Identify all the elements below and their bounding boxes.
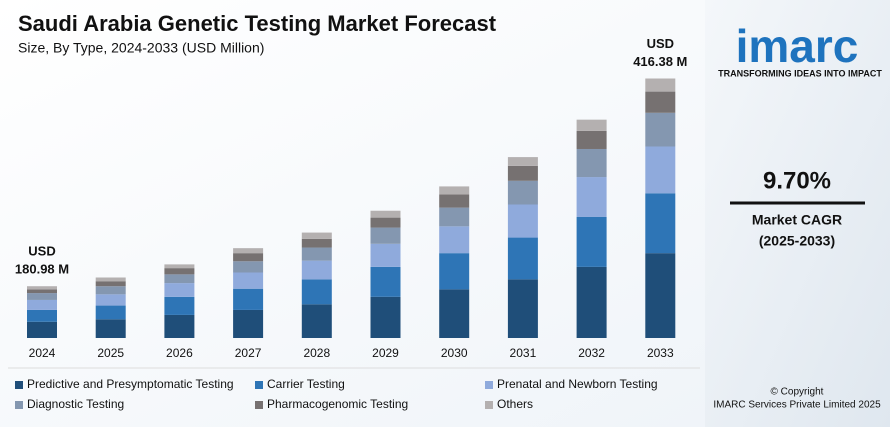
bar-segment bbox=[439, 253, 470, 290]
copyright: IMARC Services Private Limited 2025 bbox=[713, 400, 881, 411]
x-tick-label: 2033 bbox=[647, 346, 674, 360]
side-panel bbox=[705, 0, 890, 427]
bar-segment bbox=[507, 165, 538, 181]
bar-segment bbox=[507, 157, 538, 166]
legend-swatch bbox=[15, 401, 23, 409]
bar-segment bbox=[301, 304, 332, 338]
cagr-period: (2025-2033) bbox=[759, 233, 835, 249]
bar-segment bbox=[27, 293, 57, 300]
legend-swatch bbox=[485, 401, 493, 409]
bar-segment bbox=[507, 204, 538, 238]
x-tick-label: 2027 bbox=[235, 346, 262, 360]
bar-segment bbox=[164, 296, 195, 315]
legend-label: Prenatal and Newborn Testing bbox=[497, 377, 658, 391]
bar-segment bbox=[645, 193, 676, 254]
x-tick-label: 2029 bbox=[372, 346, 399, 360]
cagr-value: 9.70% bbox=[763, 167, 831, 194]
bar-segment bbox=[576, 266, 607, 338]
chart-subtitle: Size, By Type, 2024-2033 (USD Million) bbox=[18, 40, 264, 56]
bar-segment bbox=[645, 91, 676, 113]
bar-segment bbox=[645, 78, 676, 92]
bar-segment bbox=[164, 274, 195, 284]
bar-segment bbox=[233, 253, 264, 262]
x-tick-label: 2032 bbox=[578, 346, 605, 360]
bar-segment bbox=[233, 272, 264, 289]
annotation: USD bbox=[28, 244, 55, 259]
bar-segment bbox=[645, 146, 676, 194]
bar-segment bbox=[95, 277, 126, 282]
bar-segment bbox=[439, 186, 470, 195]
bar-segment bbox=[301, 232, 332, 239]
bar-segment bbox=[370, 266, 401, 297]
tagline: TRANSFORMING IDEAS INTO IMPACT bbox=[718, 68, 882, 78]
bar-segment bbox=[576, 216, 607, 267]
bar-segment bbox=[27, 321, 57, 338]
bar-segment bbox=[370, 210, 401, 218]
annotation: 180.98 M bbox=[15, 262, 69, 277]
bar-segment bbox=[645, 253, 676, 338]
bar-segment bbox=[439, 289, 470, 338]
legend-swatch bbox=[15, 381, 23, 389]
bar-segment bbox=[370, 296, 401, 338]
bar-segment bbox=[370, 227, 401, 244]
x-tick-label: 2026 bbox=[166, 346, 193, 360]
x-tick-label: 2028 bbox=[303, 346, 330, 360]
annotation: 416.38 M bbox=[633, 54, 687, 69]
bar-segment bbox=[164, 314, 195, 338]
x-tick-label: 2030 bbox=[441, 346, 468, 360]
bar-segment bbox=[27, 289, 57, 294]
annotation: USD bbox=[647, 36, 674, 51]
chart-title: Saudi Arabia Genetic Testing Market Fore… bbox=[18, 11, 497, 36]
logo: imarc bbox=[736, 20, 859, 72]
legend-swatch bbox=[255, 381, 263, 389]
bar-segment bbox=[233, 248, 264, 254]
bar-segment bbox=[164, 264, 195, 269]
bar-segment bbox=[301, 260, 332, 280]
x-tick-label: 2031 bbox=[510, 346, 537, 360]
x-tick-label: 2024 bbox=[29, 346, 56, 360]
cagr-label: Market CAGR bbox=[752, 212, 842, 228]
x-tick-label: 2025 bbox=[97, 346, 124, 360]
bar-segment bbox=[233, 288, 264, 310]
bar-segment bbox=[164, 268, 195, 275]
bar-segment bbox=[95, 281, 126, 287]
bar-segment bbox=[439, 194, 470, 208]
bar-segment bbox=[301, 279, 332, 305]
bar-segment bbox=[439, 226, 470, 254]
bar-segment bbox=[507, 279, 538, 338]
bar-segment bbox=[233, 261, 264, 273]
bar-segment bbox=[576, 148, 607, 178]
bar-segment bbox=[27, 309, 57, 322]
bar-segment bbox=[370, 243, 401, 267]
legend-swatch bbox=[485, 381, 493, 389]
bar-segment bbox=[576, 130, 607, 149]
legend-label: Carrier Testing bbox=[267, 377, 345, 391]
copyright: © Copyright bbox=[771, 387, 824, 398]
bar-segment bbox=[576, 177, 607, 217]
bar-segment bbox=[507, 237, 538, 280]
bar-segment bbox=[301, 238, 332, 248]
bar-segment bbox=[507, 180, 538, 205]
legend-label: Others bbox=[497, 397, 533, 411]
bar-segment bbox=[27, 299, 57, 310]
bar-segment bbox=[301, 247, 332, 261]
bar-segment bbox=[233, 309, 264, 338]
bar-segment bbox=[439, 207, 470, 227]
bar-segment bbox=[576, 119, 607, 131]
bar-segment bbox=[95, 319, 126, 338]
legend-label: Pharmacogenomic Testing bbox=[267, 397, 408, 411]
bar-segment bbox=[95, 305, 126, 320]
legend-label: Diagnostic Testing bbox=[27, 397, 124, 411]
bar-segment bbox=[645, 112, 676, 147]
bar-segment bbox=[370, 217, 401, 228]
bar-segment bbox=[95, 294, 126, 306]
legend-swatch bbox=[255, 401, 263, 409]
legend-label: Predictive and Presymptomatic Testing bbox=[27, 377, 234, 391]
bar-segment bbox=[27, 286, 57, 290]
bar-segment bbox=[164, 283, 195, 297]
bar-segment bbox=[95, 286, 126, 295]
